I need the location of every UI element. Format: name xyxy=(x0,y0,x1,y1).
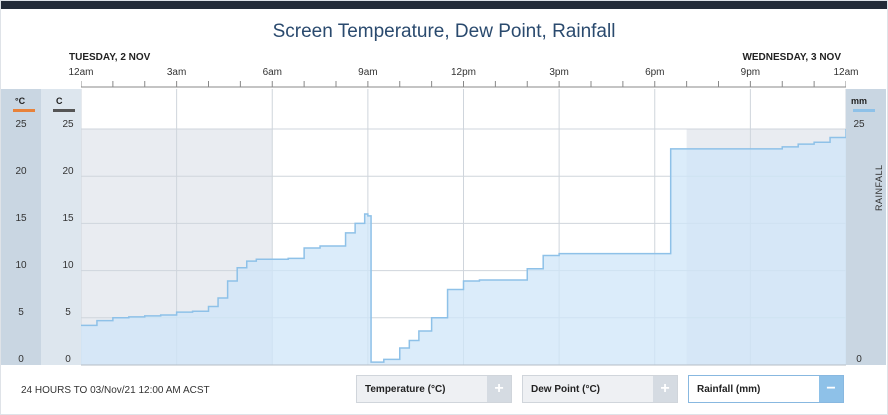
rain-tick-label: 0 xyxy=(856,354,862,365)
temp-tick-label: 10 xyxy=(15,260,27,271)
dewpoint-toggle-button[interactable]: Dew Point (°C) + xyxy=(522,375,678,403)
day-label-end: WEDNESDAY, 3 NOV xyxy=(742,52,841,63)
time-tick-label: 12pm xyxy=(450,67,476,78)
day-label-start: TUESDAY, 2 NOV xyxy=(69,52,151,63)
time-tick-label: 12am xyxy=(68,67,94,78)
dewpoint-legend-swatch xyxy=(53,109,75,112)
dew-tick-label: 20 xyxy=(62,166,74,177)
temperature-toggle-label: Temperature (°C) xyxy=(365,384,446,395)
rainfall-toggle-label: Rainfall (mm) xyxy=(697,384,761,395)
plus-icon: + xyxy=(487,376,511,402)
rainfall-line xyxy=(81,129,846,363)
dew-tick-label: 25 xyxy=(62,119,74,130)
time-tick-label: 3am xyxy=(166,67,187,78)
rain-tick-label: 25 xyxy=(853,119,865,130)
time-tick-label: 6pm xyxy=(645,67,665,78)
temperature-unit: °C xyxy=(15,96,26,106)
dew-tick-label: 0 xyxy=(65,354,71,365)
temperature-toggle-button[interactable]: Temperature (°C) + xyxy=(356,375,512,403)
chart-title: Screen Temperature, Dew Point, Rainfall xyxy=(272,21,616,42)
dewpoint-axis-band xyxy=(41,89,81,365)
rainfall-area xyxy=(81,129,846,365)
rainfall-axis-title: RAINFALL xyxy=(874,164,884,211)
time-tick-label: 6am xyxy=(262,67,283,78)
time-tick-label: 9pm xyxy=(740,67,761,78)
rainfall-axis-band xyxy=(846,89,886,365)
dew-tick-label: 5 xyxy=(65,307,71,318)
time-tick-label: 12am xyxy=(833,67,859,78)
temp-tick-label: 15 xyxy=(15,213,27,224)
temp-tick-label: 20 xyxy=(15,166,27,177)
dew-tick-label: 15 xyxy=(62,213,74,224)
dewpoint-toggle-label: Dew Point (°C) xyxy=(531,384,600,395)
top-bar xyxy=(1,1,887,9)
rainfall-unit: mm xyxy=(851,96,868,106)
minus-icon: − xyxy=(819,376,843,402)
period-label: 24 HOURS TO 03/Nov/21 12:00 AM ACST xyxy=(21,385,210,396)
rainfall-toggle-button[interactable]: Rainfall (mm) − xyxy=(688,375,844,403)
temp-tick-label: 5 xyxy=(18,307,24,318)
dew-tick-label: 10 xyxy=(62,260,74,271)
plus-icon: + xyxy=(653,376,677,402)
time-tick-label: 3pm xyxy=(549,67,569,78)
time-tick-label: 9am xyxy=(358,67,378,78)
rainfall-legend-swatch xyxy=(853,109,875,112)
temp-tick-label: 25 xyxy=(15,119,27,130)
dewpoint-unit: C xyxy=(56,96,63,106)
temp-tick-label: 0 xyxy=(18,354,24,365)
temperature-legend-swatch xyxy=(13,109,35,112)
plot-area xyxy=(81,81,846,366)
temperature-axis-band xyxy=(1,89,41,365)
